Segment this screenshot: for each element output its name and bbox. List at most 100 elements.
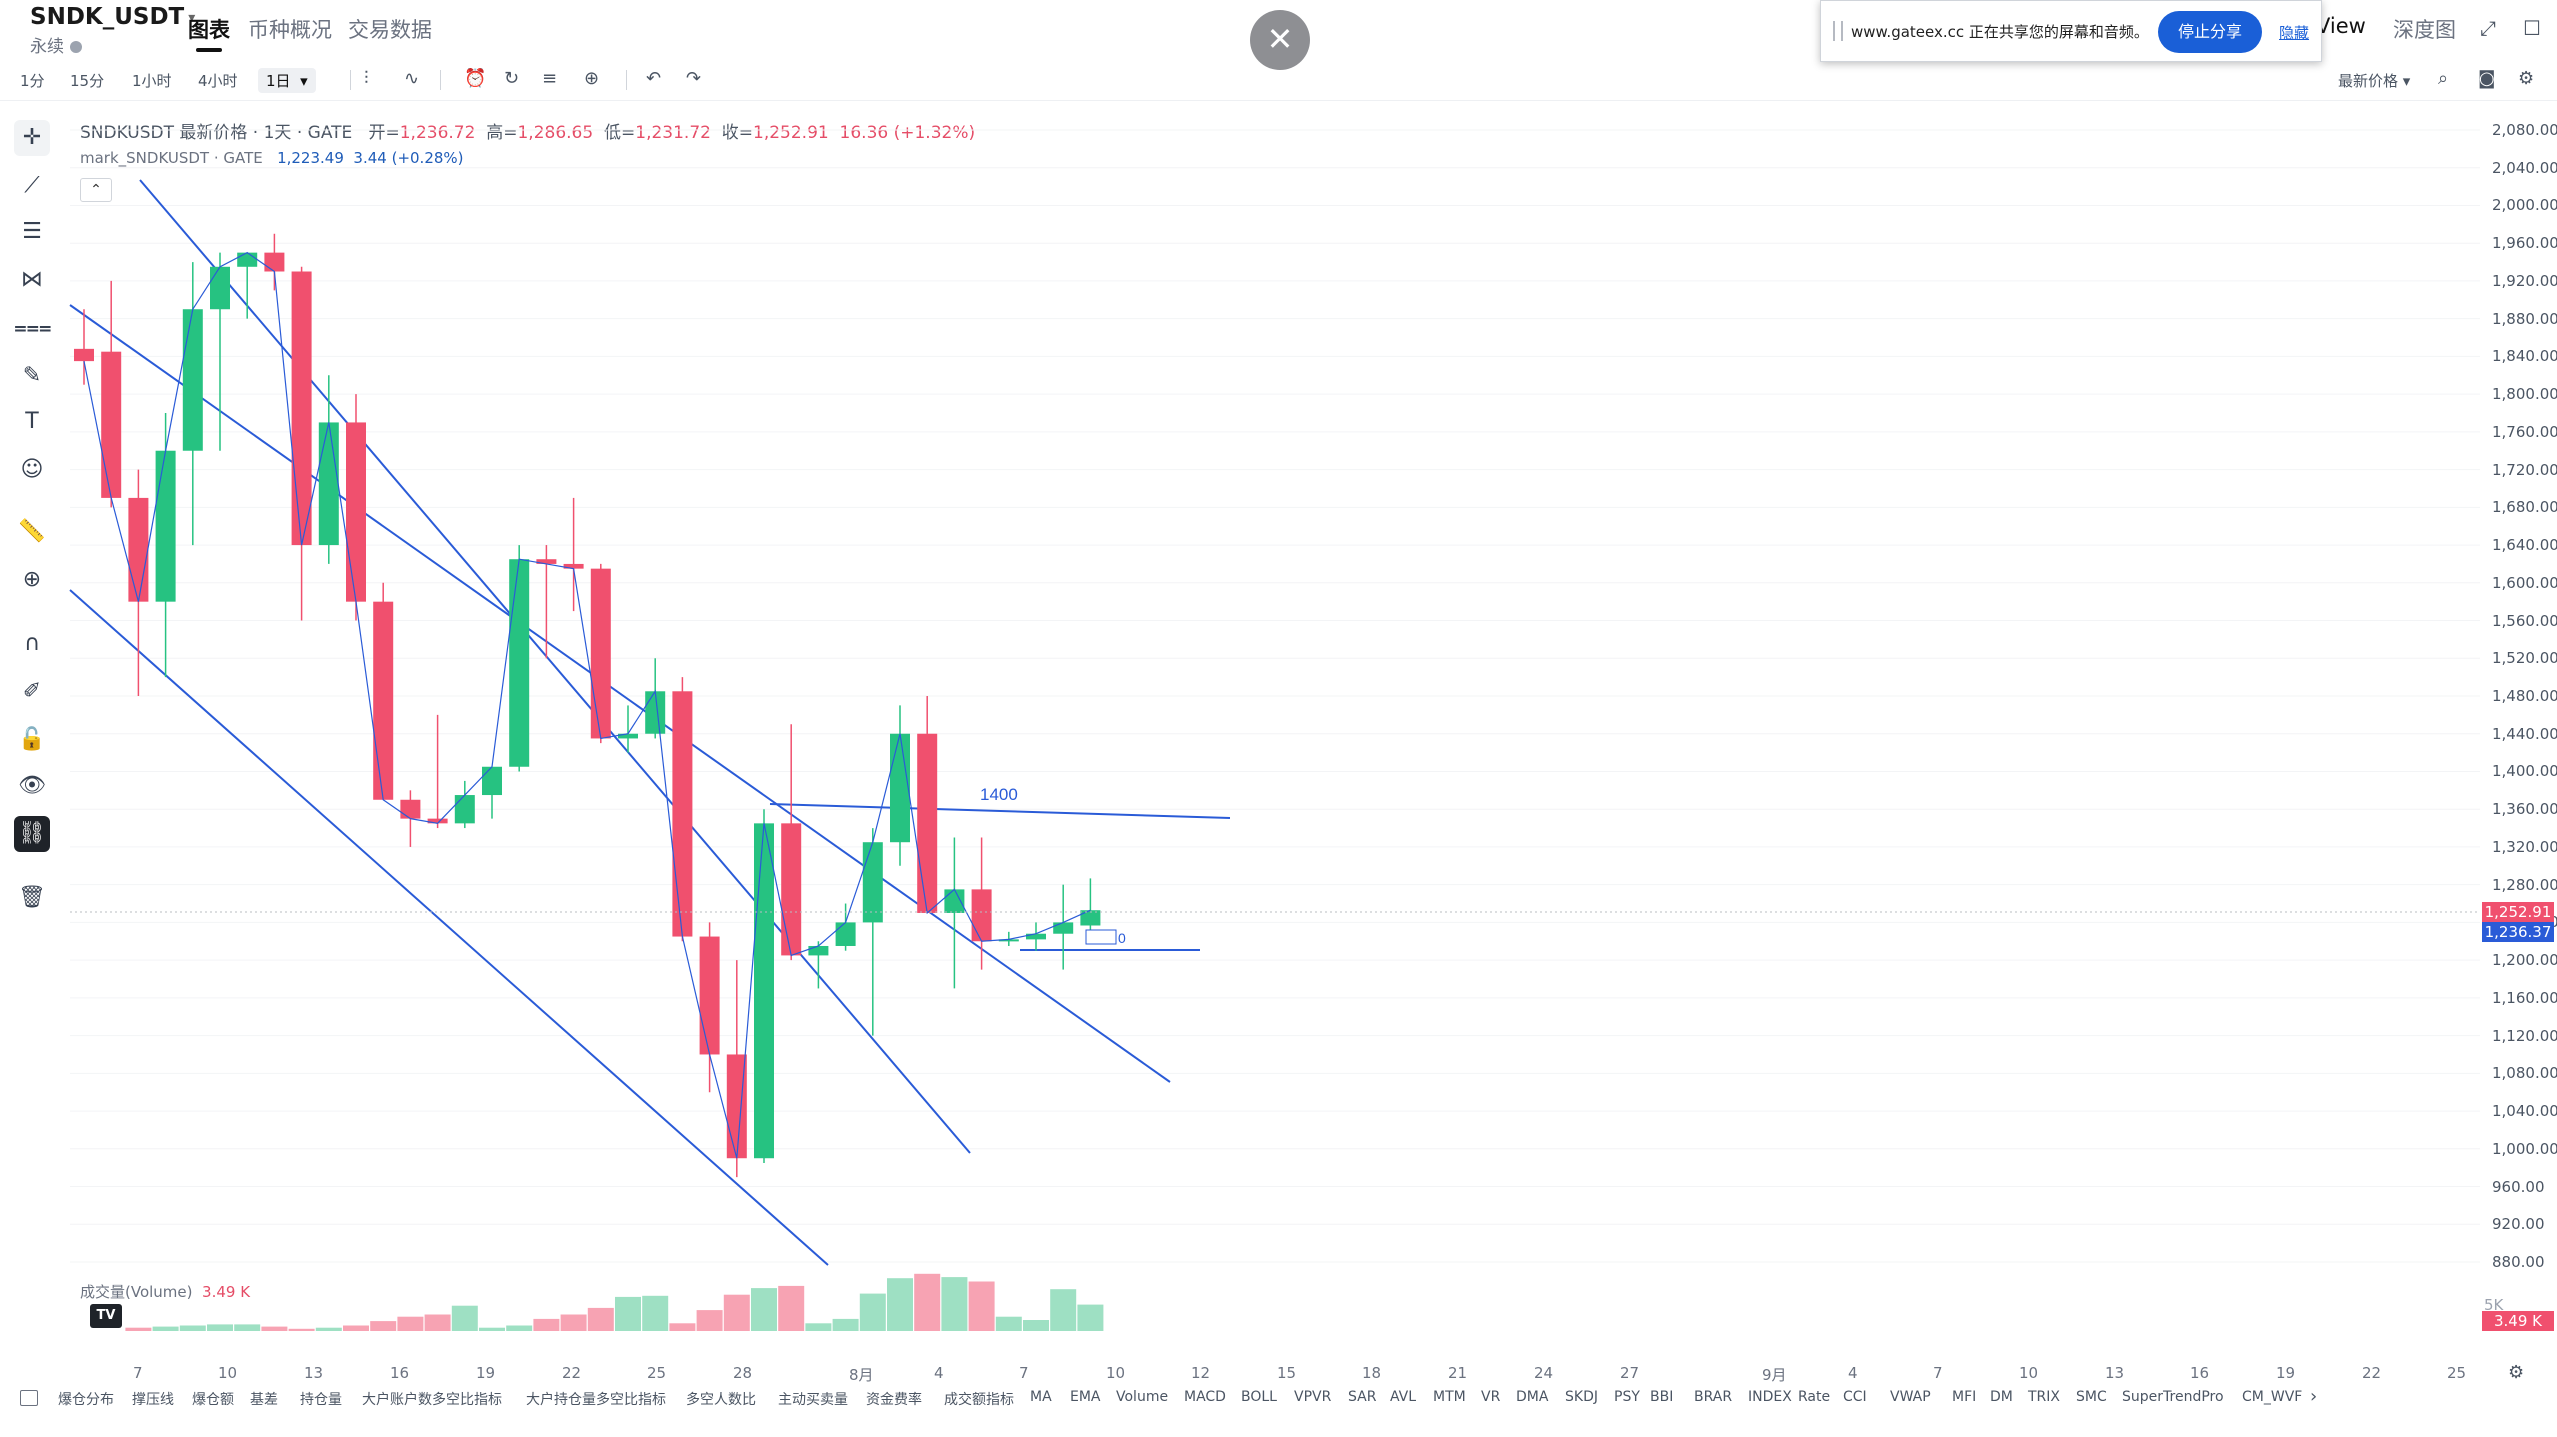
drawing-anchor[interactable]	[1085, 929, 1117, 945]
zoom-in-icon[interactable]: ⊕	[22, 567, 42, 592]
expand-icon[interactable]: ⤢	[2480, 16, 2496, 40]
search-icon[interactable]: ⌕	[2438, 68, 2449, 89]
indicator-item[interactable]: DM	[1990, 1389, 2013, 1405]
hide-share-bar-link[interactable]: 隐藏	[2279, 24, 2310, 42]
crosshair-icon[interactable]: ✛	[14, 120, 50, 156]
price-chart[interactable]: 1400 0	[0, 100, 2557, 1400]
fib-icon[interactable]: ⩶	[14, 315, 52, 340]
indicator-item[interactable]: EMA	[1070, 1389, 1101, 1405]
indicator-item[interactable]: Volume	[1116, 1389, 1169, 1405]
indicator-item[interactable]: CCI	[1843, 1389, 1867, 1405]
lock-icon[interactable]: 🔓	[18, 727, 46, 752]
indicator-item[interactable]: VPVR	[1294, 1389, 1332, 1405]
collapse-legend-button[interactable]: ⌃	[80, 178, 112, 202]
stop-sharing-button[interactable]: 停止分享	[2158, 11, 2262, 53]
timeframe-1h[interactable]: 1小时	[132, 72, 172, 90]
indicator-item[interactable]: VWAP	[1890, 1389, 1931, 1405]
indicator-item[interactable]: 主动买卖量	[778, 1392, 848, 1408]
lock-drawing-icon[interactable]: ✐	[22, 679, 42, 704]
pattern-icon[interactable]: ⋈	[21, 267, 43, 292]
indicator-icon[interactable]: ∿	[404, 68, 420, 89]
tab-depth-chart[interactable]: 深度图	[2393, 18, 2456, 42]
tab-coin-overview[interactable]: 币种概况	[248, 18, 332, 42]
price-source-selector[interactable]: 最新价格 ▾	[2338, 72, 2411, 90]
candle-body	[74, 348, 94, 362]
timeframe-1m[interactable]: 1分	[20, 72, 45, 90]
chevron-right-icon[interactable]: ›	[2310, 1386, 2318, 1407]
indicator-item[interactable]: BBI	[1650, 1389, 1674, 1405]
price-tick: 1,720.00	[2492, 460, 2557, 479]
redo-icon[interactable]: ↷	[686, 68, 702, 89]
time-tick: 7	[133, 1364, 143, 1382]
indicator-item[interactable]: Rate	[1798, 1389, 1831, 1405]
tab-chart[interactable]: 图表	[188, 14, 230, 52]
volume-bar	[615, 1296, 641, 1331]
channel-line-lower[interactable]	[69, 589, 829, 1266]
settings-icon[interactable]: ⚙	[2508, 1362, 2525, 1383]
undo-icon[interactable]: ↶	[646, 68, 662, 89]
price-tick: 2,080.00	[2492, 121, 2557, 139]
indicator-item[interactable]: TRIX	[2028, 1389, 2060, 1405]
horizontal-lines-icon[interactable]: ☰	[22, 219, 42, 244]
timeframe-15m[interactable]: 15分	[70, 72, 105, 90]
channel-line-middle[interactable]	[69, 304, 1171, 1083]
indicator-item[interactable]: VR	[1481, 1389, 1501, 1405]
drag-handle-icon[interactable]	[1833, 21, 1843, 41]
settings-icon[interactable]: ⚙	[2518, 68, 2535, 89]
channel-line-upper[interactable]	[139, 179, 971, 1154]
indicator-item[interactable]: 大户账户数多空比指标	[362, 1392, 502, 1408]
symbol-selector[interactable]: SNDK_USDT ▾	[30, 4, 195, 30]
indicator-item[interactable]: MFI	[1952, 1389, 1977, 1405]
indicator-item[interactable]: SuperTrendPro	[2122, 1389, 2224, 1405]
link-icon[interactable]: ⛓	[14, 816, 50, 852]
indicator-item[interactable]: BOLL	[1241, 1389, 1277, 1405]
indicator-item[interactable]: 基差	[250, 1392, 278, 1408]
indicator-item[interactable]: 资金费率	[866, 1392, 922, 1408]
candle-body	[862, 842, 883, 923]
replay-icon[interactable]: ↻	[504, 68, 520, 89]
info-icon[interactable]	[70, 41, 82, 53]
indicator-item[interactable]: SKDJ	[1565, 1389, 1598, 1405]
magnet-icon[interactable]: ∩	[23, 631, 41, 656]
indicator-item[interactable]: PSY	[1614, 1389, 1640, 1405]
tab-view[interactable]: View	[2316, 14, 2366, 38]
indicator-item[interactable]: 持仓量	[300, 1392, 342, 1408]
candle-type-icon[interactable]: ⫶	[364, 68, 369, 89]
indicator-item[interactable]: 爆仓额	[192, 1392, 234, 1408]
timeframe-1d[interactable]: 1日 ▾	[258, 68, 316, 93]
indicator-item[interactable]: AVL	[1390, 1389, 1417, 1405]
alert-icon[interactable]: ⏰	[464, 68, 487, 89]
indicator-item[interactable]: INDEX	[1748, 1389, 1792, 1405]
trash-icon[interactable]: 🗑	[18, 885, 46, 910]
trendlines[interactable]	[69, 179, 1231, 1266]
emoji-icon[interactable]: ☺	[20, 457, 44, 482]
brush-icon[interactable]: ✎	[22, 363, 42, 388]
trendline-icon[interactable]: ⟋	[24, 173, 40, 198]
timeframe-4h[interactable]: 4小时	[198, 72, 238, 90]
indicator-item[interactable]: DMA	[1516, 1389, 1549, 1405]
camera-icon[interactable]: ◙	[2478, 68, 2496, 89]
indicator-item[interactable]: MA	[1030, 1389, 1052, 1405]
add-icon[interactable]: ⊕	[584, 68, 600, 89]
fullscreen-icon[interactable]: ☐	[2523, 16, 2541, 40]
indicator-item[interactable]: CM_WVF	[2242, 1389, 2303, 1405]
indicator-item[interactable]: 大户持仓量多空比指标	[526, 1392, 666, 1408]
indicator-item[interactable]: MACD	[1184, 1389, 1226, 1405]
indicator-item[interactable]: BRAR	[1694, 1389, 1733, 1405]
indicator-item[interactable]: 多空人数比	[686, 1392, 756, 1408]
ruler-icon[interactable]: 📏	[18, 519, 46, 544]
price-tick: 1,520.00	[2492, 649, 2557, 668]
text-icon[interactable]: T	[25, 409, 39, 434]
indicator-item[interactable]: MTM	[1433, 1389, 1466, 1405]
indicator-item[interactable]: 撑压线	[132, 1392, 174, 1408]
calendar-icon[interactable]	[20, 1390, 38, 1406]
indicator-item[interactable]: 爆仓分布	[58, 1392, 114, 1408]
close-share-overlay-button[interactable]: ✕	[1250, 10, 1310, 70]
indicator-item[interactable]: SAR	[1348, 1389, 1377, 1405]
resistance-line[interactable]	[769, 803, 1231, 819]
tab-trade-data[interactable]: 交易数据	[348, 18, 432, 42]
eye-icon[interactable]: 👁	[18, 773, 46, 798]
indicator-item[interactable]: 成交额指标	[944, 1392, 1014, 1408]
indicator-item[interactable]: SMC	[2076, 1389, 2107, 1405]
template-icon[interactable]: ≡	[542, 68, 558, 89]
